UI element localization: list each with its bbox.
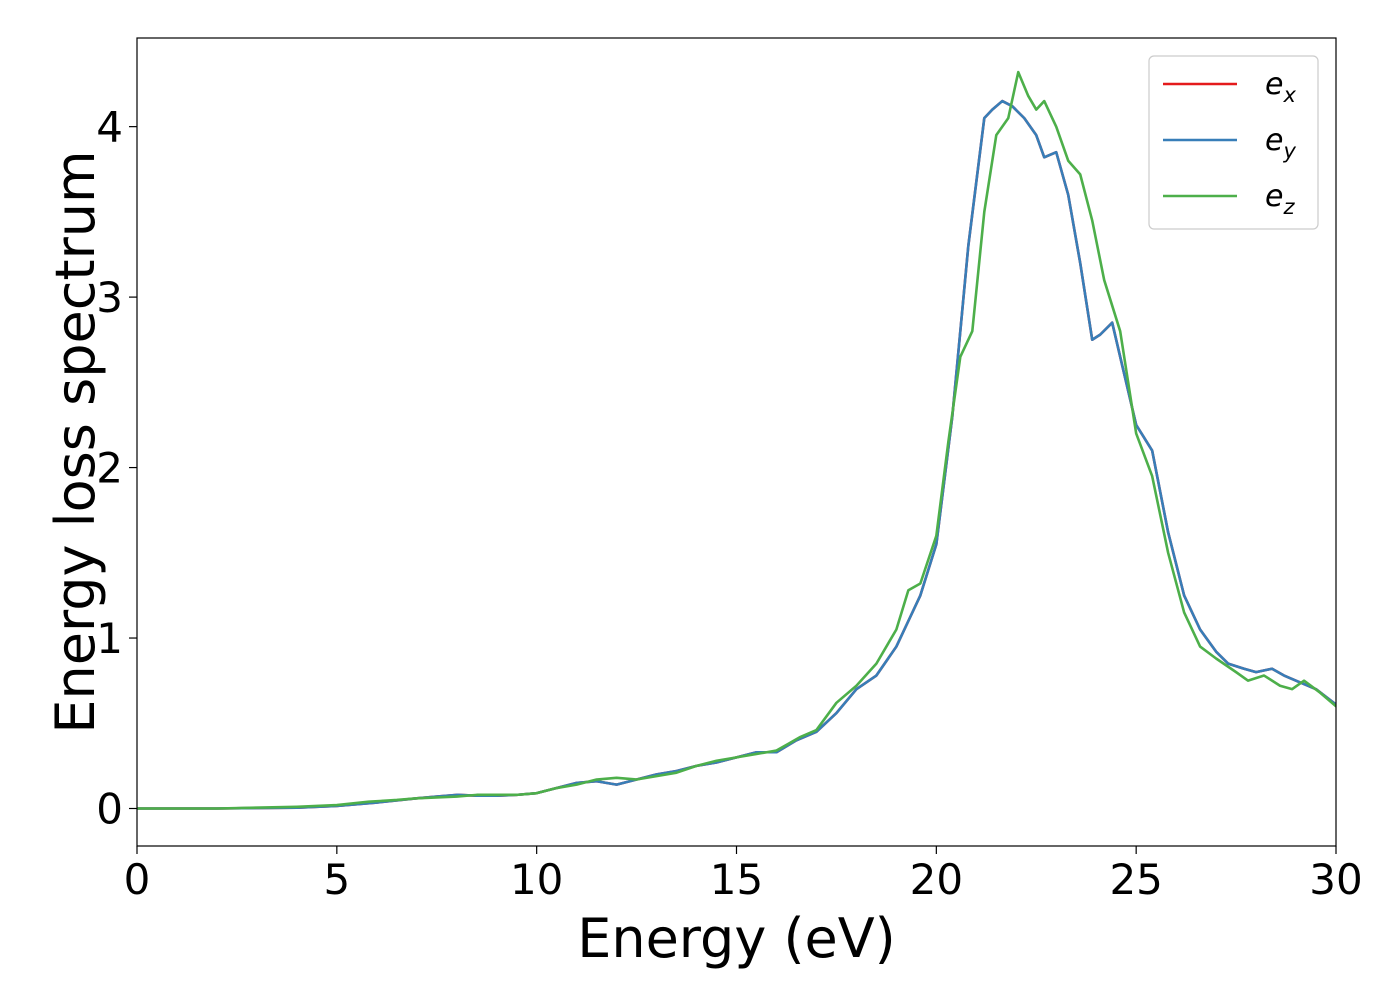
y-tick-label: 0 xyxy=(96,784,123,833)
x-tick-label: 15 xyxy=(710,855,763,904)
legend-label-y: ey xyxy=(1265,123,1296,163)
x-tick-label: 30 xyxy=(1309,855,1362,904)
x-axis-title: Energy (eV) xyxy=(577,907,896,970)
legend-label-x: ex xyxy=(1265,67,1296,107)
y-tick-label: 2 xyxy=(96,444,123,493)
x-axis: 0 5 10 15 20 25 30 xyxy=(124,846,1363,904)
y-axis: 0 1 2 3 4 xyxy=(96,103,137,833)
x-tick-label: 25 xyxy=(1109,855,1162,904)
y-tick-label: 1 xyxy=(96,614,123,663)
series-line-z xyxy=(137,70,1336,810)
x-tick-label: 5 xyxy=(323,855,350,904)
series-layer xyxy=(137,70,1336,810)
legend-box xyxy=(1148,55,1319,230)
y-tick-label: 3 xyxy=(96,273,123,322)
y-tick-label: 4 xyxy=(96,103,123,152)
x-tick-label: 10 xyxy=(510,855,563,904)
y-axis-title: Energy loss spectrum xyxy=(44,150,107,733)
x-tick-label: 20 xyxy=(910,855,963,904)
x-tick-label: 0 xyxy=(124,855,151,904)
